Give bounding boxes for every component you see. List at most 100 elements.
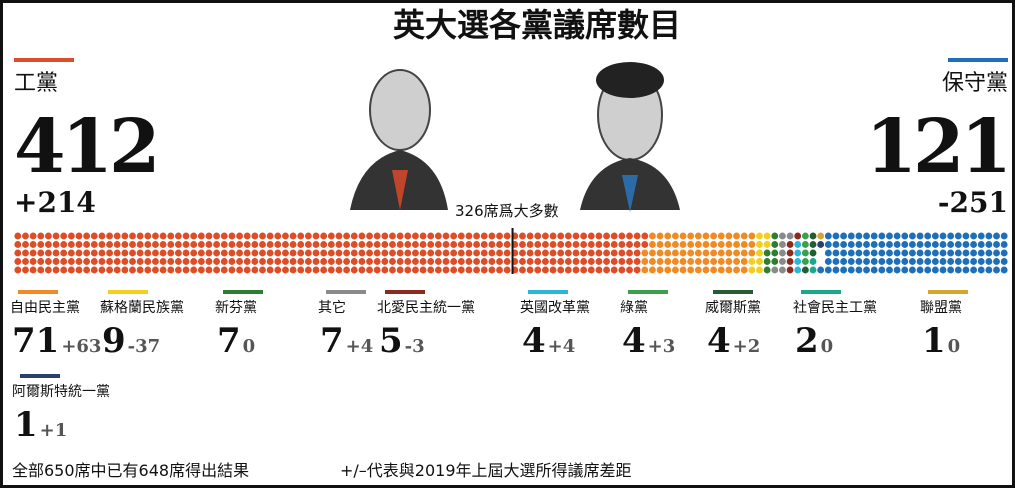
seat-dot <box>14 267 21 274</box>
seat-dot <box>917 267 924 274</box>
seat-dot <box>213 258 220 265</box>
party-seats: 4 <box>622 321 646 361</box>
seat-dot <box>458 241 465 248</box>
seat-dot <box>98 267 105 274</box>
seat-dot <box>106 233 113 240</box>
seat-dot <box>917 250 924 257</box>
seat-dot <box>267 267 274 274</box>
seat-dot <box>626 267 633 274</box>
seat-dot <box>496 267 503 274</box>
seat-dot <box>274 267 281 274</box>
seat-dot <box>550 258 557 265</box>
seat-dot <box>878 233 885 240</box>
seat-dot <box>320 233 327 240</box>
seat-dot <box>871 258 878 265</box>
seat-dot <box>374 241 381 248</box>
seat-dot <box>985 250 992 257</box>
seat-dot <box>114 267 121 274</box>
seat-dot <box>274 241 281 248</box>
seat-dot <box>381 233 388 240</box>
seat-dot <box>297 233 304 240</box>
seat-dot <box>496 258 503 265</box>
seat-dot <box>167 233 174 240</box>
seat-dot <box>282 258 289 265</box>
seat-dot <box>878 250 885 257</box>
seat-dot <box>313 250 320 257</box>
seat-dot <box>703 241 710 248</box>
seat-dot <box>14 233 21 240</box>
seat-dot <box>863 267 870 274</box>
seat-dot <box>228 233 235 240</box>
seat-dot <box>993 258 1000 265</box>
seat-dot <box>76 250 83 257</box>
seat-dot <box>313 233 320 240</box>
party-seats <box>641 233 755 274</box>
seat-dot <box>894 267 901 274</box>
seat-dot <box>519 250 526 257</box>
party-result: 4+2 <box>707 321 760 361</box>
seat-dot <box>68 258 75 265</box>
party-seats: 1 <box>922 321 946 361</box>
seat-dot <box>695 267 702 274</box>
seat-dot <box>970 267 977 274</box>
seat-dot <box>397 250 404 257</box>
seat-dot <box>481 267 488 274</box>
seat-dot <box>30 233 37 240</box>
seat-dot <box>320 241 327 248</box>
party-color-bar <box>801 290 841 294</box>
party-name: 阿爾斯特統一黨 <box>12 384 110 400</box>
seat-dot <box>443 250 450 257</box>
seat-dot <box>236 267 243 274</box>
seat-dot <box>206 258 213 265</box>
seat-dot <box>641 241 648 248</box>
seat-dot <box>802 233 809 240</box>
seat-dot <box>412 267 419 274</box>
seat-dot <box>466 241 473 248</box>
seat-dot <box>30 267 37 274</box>
seat-dot <box>718 241 725 248</box>
seat-dot <box>213 250 220 257</box>
seat-dot <box>580 241 587 248</box>
seat-dot <box>825 250 832 257</box>
seat-dot <box>259 258 266 265</box>
party-name: 自由民主黨 <box>10 300 80 316</box>
seat-dot <box>91 267 98 274</box>
seat-dot <box>527 233 534 240</box>
seat-dot <box>634 267 641 274</box>
seat-dot <box>573 250 580 257</box>
seat-dot <box>198 241 205 248</box>
party-name: 英國改革黨 <box>520 299 590 316</box>
seat-dot <box>611 233 618 240</box>
seat-dot <box>420 267 427 274</box>
seat-dot <box>290 250 297 257</box>
seat-dot <box>351 258 358 265</box>
seat-dot <box>30 250 37 257</box>
seat-dot <box>37 267 44 274</box>
party-result: 10 <box>922 321 960 361</box>
seat-dot <box>152 233 159 240</box>
seat-dot <box>251 241 258 248</box>
seat-dot <box>374 267 381 274</box>
seat-dot <box>435 241 442 248</box>
seat-dot <box>244 233 251 240</box>
seat-dot <box>167 258 174 265</box>
seat-dot <box>519 258 526 265</box>
party-change: +3 <box>648 336 676 357</box>
seat-dot <box>152 241 159 248</box>
party-name: 聯盟黨 <box>920 300 962 316</box>
seat-dot <box>68 250 75 257</box>
seat-dot <box>137 267 144 274</box>
seat-dot <box>374 250 381 257</box>
seat-dot <box>160 267 167 274</box>
seat-dot <box>45 250 52 257</box>
seat-dot <box>259 250 266 257</box>
party-result: 1+1 <box>14 405 67 445</box>
party-name: 工黨 <box>14 71 58 96</box>
seat-dot <box>76 241 83 248</box>
chart-title: 英大選各黨議席數目 <box>393 6 681 44</box>
party-result: 7+4 <box>320 321 373 361</box>
seat-dot <box>98 233 105 240</box>
seat-dot <box>76 267 83 274</box>
seat-dot <box>114 241 121 248</box>
